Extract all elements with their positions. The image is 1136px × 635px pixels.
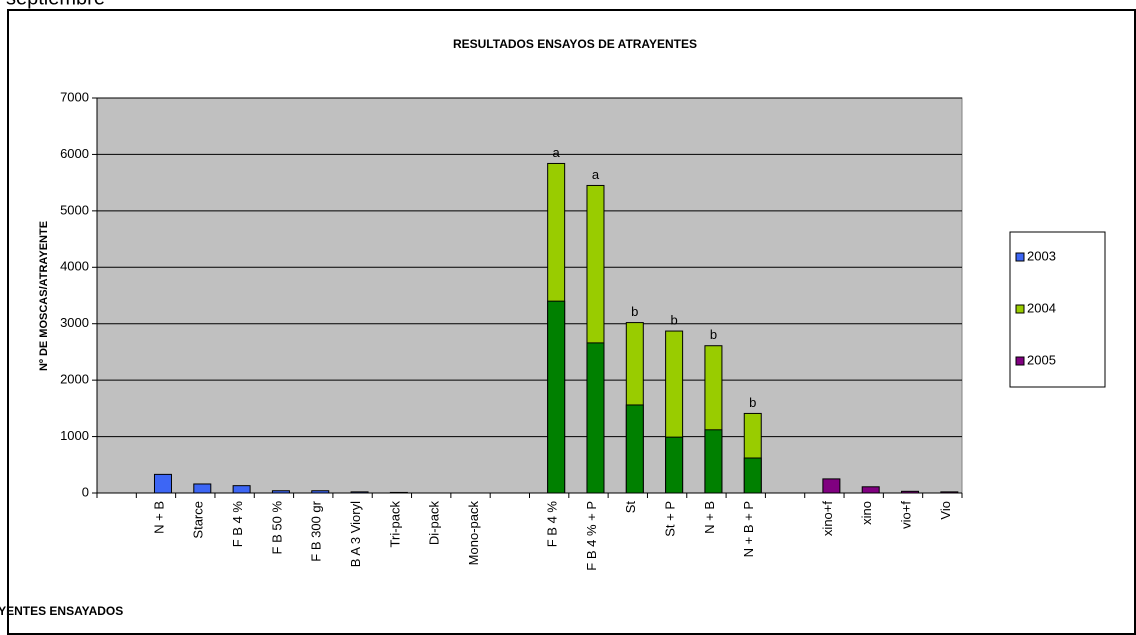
y-tick-label: 7000 bbox=[60, 89, 89, 104]
x-axis-title: ATRAYENTES ENSAYADOS bbox=[0, 604, 123, 618]
data-label: b bbox=[670, 312, 677, 327]
data-label: a bbox=[553, 145, 561, 160]
legend-box bbox=[1009, 231, 1106, 388]
legend-label: 2004 bbox=[1027, 300, 1056, 315]
bar bbox=[901, 490, 920, 494]
x-tick-label: Starce bbox=[191, 501, 206, 539]
x-tick-label: F B 4 % + P bbox=[584, 501, 599, 571]
plot-area bbox=[96, 97, 963, 494]
y-tick-label: 3000 bbox=[60, 315, 89, 330]
legend-swatch bbox=[1015, 356, 1025, 366]
legend-swatch bbox=[1015, 252, 1025, 262]
x-tick-label: Mono-pack bbox=[466, 501, 481, 566]
header-text: septiembre bbox=[6, 0, 105, 9]
x-tick-label: xino bbox=[859, 501, 874, 525]
bar bbox=[940, 491, 959, 494]
bar bbox=[350, 491, 369, 494]
x-tick-label: Di-pack bbox=[427, 501, 442, 546]
y-axis-title: Nº DE MOSCAS/ATRAYENTE bbox=[38, 221, 50, 371]
y-tick-label: 0 bbox=[82, 484, 89, 499]
x-tick-label: F B 300 gr bbox=[309, 500, 324, 561]
bar bbox=[861, 486, 880, 494]
bar bbox=[586, 342, 605, 494]
y-tick-label: 2000 bbox=[60, 372, 89, 387]
x-tick-label: vio+f bbox=[898, 501, 913, 529]
bar bbox=[665, 436, 684, 494]
bar bbox=[271, 490, 290, 494]
x-tick-label: B A 3 Vioryl bbox=[348, 501, 363, 567]
x-tick-label: Tri-pack bbox=[387, 501, 402, 548]
bar bbox=[389, 491, 408, 494]
y-tick-label: 4000 bbox=[60, 259, 89, 274]
x-tick-label: F B 4 % bbox=[545, 501, 560, 548]
bar bbox=[193, 483, 212, 494]
bar bbox=[547, 300, 566, 494]
x-tick-label: F B 4 % bbox=[230, 501, 245, 548]
x-tick-label: N + B + P bbox=[741, 501, 756, 557]
data-label: b bbox=[631, 304, 638, 319]
x-tick-label: xino+f bbox=[820, 501, 835, 536]
x-tick-label: St + P bbox=[663, 501, 678, 537]
x-tick-label: F B 50 % bbox=[269, 501, 284, 555]
data-label: b bbox=[710, 327, 717, 342]
y-tick-label: 1000 bbox=[60, 428, 89, 443]
bar bbox=[232, 485, 251, 494]
x-tick-label: N + B bbox=[151, 501, 166, 534]
legend-label: 2003 bbox=[1027, 248, 1056, 263]
data-label: b bbox=[749, 395, 756, 410]
bar bbox=[153, 473, 172, 494]
data-label: a bbox=[592, 167, 600, 182]
x-tick-label: St bbox=[623, 501, 638, 514]
bar bbox=[704, 429, 723, 494]
bar bbox=[311, 490, 330, 494]
legend-label: 2005 bbox=[1027, 352, 1056, 367]
bar bbox=[743, 457, 762, 494]
legend-swatch bbox=[1015, 304, 1025, 314]
bar bbox=[822, 478, 841, 494]
y-tick-label: 6000 bbox=[60, 146, 89, 161]
x-tick-label: N + B bbox=[702, 501, 717, 534]
chart-title: RESULTADOS ENSAYOS DE ATRAYENTES bbox=[453, 37, 697, 51]
x-tick-label: Vio bbox=[938, 501, 953, 520]
y-tick-label: 5000 bbox=[60, 202, 89, 217]
bar bbox=[625, 404, 644, 494]
